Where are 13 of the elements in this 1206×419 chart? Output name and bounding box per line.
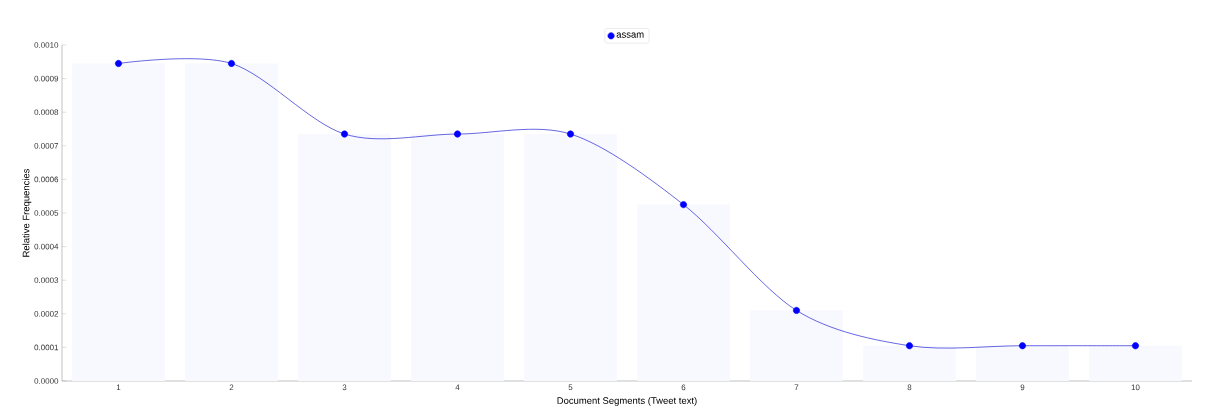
point — [1131, 342, 1139, 350]
point — [341, 130, 348, 138]
point — [1018, 342, 1026, 350]
point — [679, 201, 687, 209]
point — [115, 59, 122, 67]
point — [792, 306, 800, 314]
legend-label: assam — [616, 32, 644, 38]
x-axis-title: Document Segments (Tweet text) — [557, 397, 697, 406]
y-axis-title: Relative Frequencies — [22, 168, 32, 257]
point — [228, 59, 235, 67]
point — [567, 130, 574, 138]
point — [905, 342, 913, 350]
point — [454, 130, 461, 138]
